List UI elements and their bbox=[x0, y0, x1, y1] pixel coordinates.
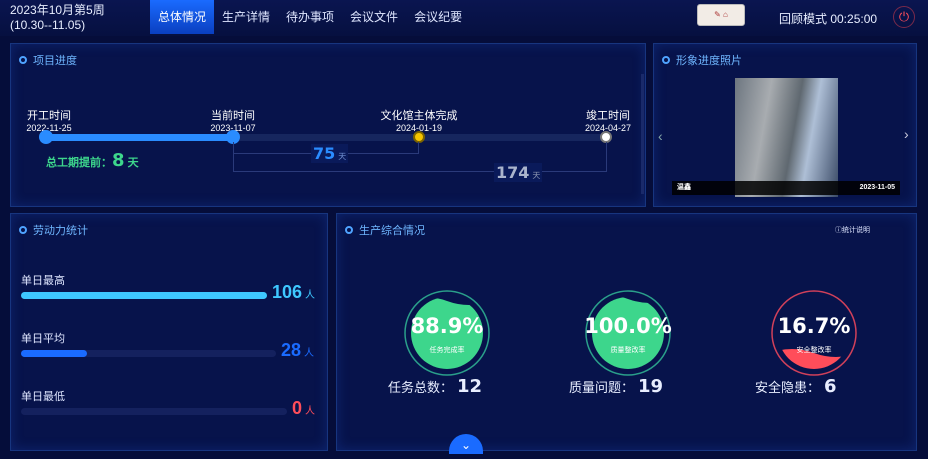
culture-dot bbox=[413, 131, 425, 143]
gauge-ring bbox=[404, 290, 490, 376]
main-tabs: 总体情况 生产详情 待办事项 会议文件 会议纪要 bbox=[150, 0, 470, 34]
start-dot bbox=[39, 130, 53, 144]
gauge-fill bbox=[592, 297, 664, 369]
bullet-icon bbox=[345, 226, 353, 234]
labor-bar-track bbox=[21, 408, 287, 415]
photo-panel: 形象进度照片 ‹ › 温鑫 2023-11-05 bbox=[653, 43, 917, 207]
current-dot bbox=[226, 130, 240, 144]
gauge-fill bbox=[778, 348, 850, 369]
milestone-start: 开工时间 2022-11-25 bbox=[26, 110, 72, 133]
milestone-end: 竣工时间 2024-04-27 bbox=[584, 110, 632, 133]
labor-row-label: 单日最低 bbox=[21, 391, 65, 403]
stat-item: 任务总数： 12 bbox=[388, 376, 483, 397]
top-bar: 2023年10月第5周 (10.30--11.05) 总体情况 生产详情 待办事项… bbox=[0, 0, 928, 36]
prev-arrow-icon[interactable]: ‹ bbox=[658, 128, 663, 144]
panel-title: 劳动力统计 bbox=[33, 225, 88, 237]
review-mode-timer: 回顾模式 00:25:00 bbox=[779, 12, 878, 26]
timeline-fill bbox=[46, 134, 232, 141]
expand-chevron-down-icon[interactable]: ⌄ bbox=[449, 434, 483, 454]
gauge-1 bbox=[585, 290, 671, 376]
timeline-track bbox=[46, 134, 608, 141]
panel-title: 生产综合情况 bbox=[359, 225, 425, 237]
tab-production[interactable]: 生产详情 bbox=[222, 10, 271, 24]
labor-value: 28 人 bbox=[281, 340, 315, 360]
bullet-icon bbox=[19, 226, 27, 234]
stat-item: 质量问题： 19 bbox=[569, 376, 664, 397]
gauge-label: 质量整改率 bbox=[610, 347, 646, 354]
labor-value: 106 人 bbox=[272, 282, 316, 302]
labor-bar-track bbox=[21, 350, 276, 357]
gauge-label: 安全整改率 bbox=[796, 347, 832, 354]
gauge-ring bbox=[771, 290, 857, 376]
tab-minutes[interactable]: 会议纪要 bbox=[414, 10, 463, 24]
labor-row-label: 单日最高 bbox=[21, 275, 65, 287]
progress-panel: 项目进度 开工时间 2022-11-25 当前时间 2023-11-07 文化馆主体… bbox=[10, 43, 646, 207]
ahead-of-schedule: 总工期提前：8 天 bbox=[46, 150, 139, 171]
week-info: 2023年10月第5周 (10.30--11.05) bbox=[10, 3, 105, 32]
tab-overview[interactable]: 总体情况 bbox=[150, 0, 215, 34]
labor-bar-fill bbox=[21, 350, 88, 357]
stats-note-link[interactable]: ⓘ统计说明 bbox=[835, 227, 870, 234]
milestone-current: 当前时间 2023-11-07 bbox=[210, 110, 256, 133]
bullet-icon bbox=[19, 56, 27, 64]
gauge-percent: 16.7% bbox=[777, 314, 851, 338]
gauge-0 bbox=[404, 290, 490, 376]
tab-files[interactable]: 会议文件 bbox=[350, 10, 399, 24]
production-panel: 生产综合情况 ⓘ统计说明 88.9% 任务完成率 任务总数： 12 100.0% … bbox=[336, 213, 917, 454]
days-to-end: 174 天 bbox=[494, 163, 543, 182]
gauge-fill bbox=[411, 297, 483, 369]
gauge-label: 任务完成率 bbox=[429, 347, 465, 354]
labor-row-label: 单日平均 bbox=[21, 333, 65, 345]
labor-bar-fill bbox=[21, 292, 267, 299]
labor-bar-track bbox=[21, 292, 267, 299]
bullet-icon bbox=[662, 56, 670, 64]
stat-item: 安全隐患： 6 bbox=[755, 376, 837, 397]
progress-photo[interactable] bbox=[735, 78, 838, 197]
next-arrow-icon[interactable]: › bbox=[904, 126, 909, 142]
milestone-culture: 文化馆主体完成 2024-01-19 bbox=[380, 110, 458, 133]
tab-todo[interactable]: 待办事项 bbox=[286, 10, 335, 24]
panel-title: 形象进度照片 bbox=[676, 55, 742, 67]
scrollbar[interactable] bbox=[641, 74, 644, 194]
gauge-2 bbox=[771, 290, 857, 376]
panel-title: 项目进度 bbox=[33, 55, 77, 67]
photo-caption: 温鑫 2023-11-05 bbox=[672, 181, 900, 195]
gauge-ring bbox=[585, 290, 671, 376]
logo: ✎ ⌂ bbox=[697, 4, 745, 26]
days-to-milestone: 75 天 bbox=[311, 144, 349, 163]
power-icon[interactable]: ⏻ bbox=[893, 6, 915, 28]
gauge-percent: 100.0% bbox=[584, 314, 672, 338]
bracket-174 bbox=[233, 142, 607, 172]
gauge-percent: 88.9% bbox=[410, 314, 484, 338]
